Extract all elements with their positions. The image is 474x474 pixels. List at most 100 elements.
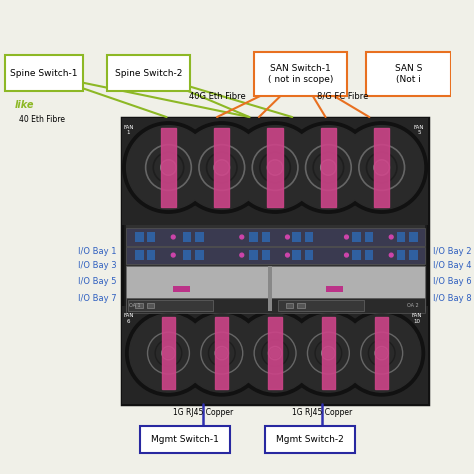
Circle shape (345, 235, 348, 239)
Bar (292, 232, 301, 242)
Bar (122, 396, 428, 403)
Circle shape (376, 162, 387, 173)
Bar (365, 250, 373, 260)
Bar (162, 317, 175, 389)
Bar (305, 250, 313, 260)
Circle shape (345, 253, 348, 257)
Bar (122, 118, 428, 225)
Circle shape (339, 310, 425, 396)
Bar (126, 298, 425, 313)
Bar (410, 232, 418, 242)
Bar (140, 427, 230, 453)
Circle shape (179, 310, 264, 396)
Bar (135, 303, 143, 309)
Text: 1G RJ45 Copper: 1G RJ45 Copper (173, 408, 233, 417)
Bar (321, 128, 336, 207)
Bar (107, 55, 191, 91)
Bar (278, 300, 364, 311)
Text: like: like (14, 100, 34, 109)
Circle shape (343, 314, 421, 392)
Bar (135, 232, 144, 242)
Bar (262, 250, 270, 260)
Circle shape (323, 162, 334, 173)
Text: FAN
6: FAN 6 (123, 313, 134, 324)
Circle shape (240, 235, 244, 239)
Text: I/O Bay 6: I/O Bay 6 (433, 277, 472, 286)
Circle shape (285, 235, 289, 239)
Bar (262, 232, 270, 242)
Bar (264, 427, 355, 453)
Circle shape (283, 122, 374, 213)
Circle shape (285, 310, 371, 396)
Circle shape (126, 310, 211, 396)
Bar (285, 303, 293, 309)
Circle shape (324, 348, 333, 358)
Bar (292, 250, 301, 260)
Bar (146, 232, 155, 242)
Bar (397, 232, 405, 242)
Bar (5, 55, 83, 91)
Text: SAN Switch-1
( not in scope): SAN Switch-1 ( not in scope) (268, 64, 334, 84)
Circle shape (232, 310, 318, 396)
Bar (195, 250, 204, 260)
Bar (267, 128, 283, 207)
Text: FAN
5: FAN 5 (414, 125, 424, 135)
Text: OA 2: OA 2 (407, 303, 419, 308)
Bar (305, 232, 313, 242)
Text: I/O Bay 7: I/O Bay 7 (78, 294, 116, 303)
Bar (268, 265, 272, 311)
Bar (352, 232, 361, 242)
Text: Spine Switch-1: Spine Switch-1 (10, 69, 78, 78)
Bar (268, 317, 282, 389)
Bar (215, 317, 228, 389)
Text: I/O Bay 3: I/O Bay 3 (78, 261, 116, 270)
Circle shape (127, 126, 210, 210)
Circle shape (129, 314, 208, 392)
Circle shape (240, 253, 244, 257)
Text: I/O Bay 2: I/O Bay 2 (433, 247, 472, 256)
Bar (352, 250, 361, 260)
Bar (254, 52, 347, 96)
Text: FAN
1: FAN 1 (123, 125, 134, 135)
Bar (183, 250, 191, 260)
Text: I/O Bay 5: I/O Bay 5 (78, 277, 116, 286)
Circle shape (285, 253, 289, 257)
Circle shape (229, 122, 321, 213)
Circle shape (164, 348, 173, 358)
Circle shape (270, 348, 280, 358)
Bar (214, 128, 229, 207)
Text: 1G RJ45 Copper: 1G RJ45 Copper (292, 408, 352, 417)
Bar (122, 118, 428, 126)
Circle shape (289, 314, 367, 392)
Text: I/O Bay 8: I/O Bay 8 (433, 294, 472, 303)
Bar (249, 232, 258, 242)
Circle shape (176, 122, 267, 213)
Circle shape (233, 126, 317, 210)
Text: FAN
10: FAN 10 (412, 313, 422, 324)
Bar (126, 265, 425, 311)
Bar (322, 317, 335, 389)
Circle shape (389, 253, 393, 257)
Bar (195, 232, 204, 242)
Text: 8/G FC Fibre: 8/G FC Fibre (317, 92, 368, 101)
Circle shape (377, 348, 386, 358)
Text: I/O Bay 1: I/O Bay 1 (78, 247, 116, 256)
Bar (135, 250, 144, 260)
Text: 40G Eth Fibre: 40G Eth Fibre (189, 92, 246, 101)
Circle shape (389, 235, 393, 239)
Circle shape (171, 235, 175, 239)
Bar (326, 286, 343, 292)
Circle shape (336, 122, 428, 213)
Text: Mgmt Switch-1: Mgmt Switch-1 (151, 435, 219, 444)
Bar (126, 246, 425, 264)
Circle shape (286, 126, 370, 210)
Bar (128, 300, 213, 311)
Bar (297, 303, 305, 309)
Bar (183, 232, 191, 242)
Circle shape (216, 162, 228, 173)
Circle shape (236, 314, 314, 392)
Bar (122, 306, 428, 403)
Bar (122, 118, 428, 403)
Bar (374, 128, 389, 207)
Text: SAN S
(Not i: SAN S (Not i (395, 64, 422, 84)
